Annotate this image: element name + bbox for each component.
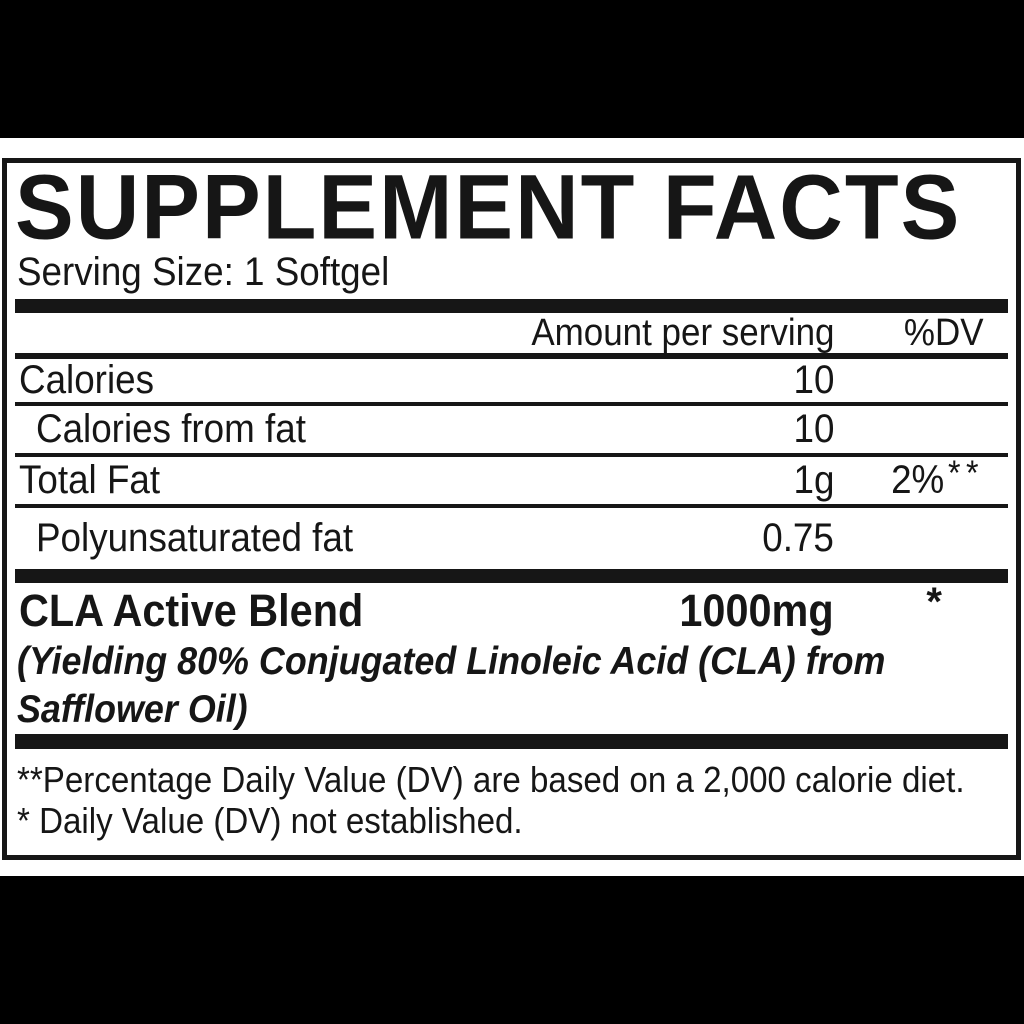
column-header-amount: Amount per serving <box>530 311 834 354</box>
blend-description-line-1: (Yielding 80% Conjugated Linoleic Acid (… <box>17 640 886 683</box>
row-dv: 2% ** <box>891 454 984 502</box>
column-header-amount-cell: Amount per serving <box>474 312 834 355</box>
row-amount: 0.75 <box>762 516 834 560</box>
nutrient-row-total-fat: Total Fat 1g 2% ** <box>15 454 1008 508</box>
footnote-not-established: * Daily Value (DV) not established. <box>17 800 523 841</box>
row-dv <box>980 516 984 561</box>
blend-description: (Yielding 80% Conjugated Linoleic Acid (… <box>15 638 1008 734</box>
row-name-cell: Total Fat <box>19 458 474 503</box>
supplement-facts-panel: SUPPLEMENT FACTS Serving Size: 1 Softgel… <box>2 158 1021 860</box>
blend-name: CLA Active Blend <box>19 584 364 636</box>
separator-bar-middle <box>15 569 1008 583</box>
row-amount: 1g <box>793 458 834 502</box>
row-dv-cell: 2% ** <box>834 454 984 503</box>
blend-amount-cell: 1000mg <box>474 585 834 637</box>
row-amount-cell: 10 <box>474 407 834 452</box>
blend-asterisk: * <box>926 580 942 624</box>
row-amount-cell: 10 <box>474 358 834 403</box>
footnotes: **Percentage Daily Value (DV) are based … <box>15 759 1008 841</box>
footnote-daily-value: **Percentage Daily Value (DV) are based … <box>17 759 965 800</box>
row-amount-cell: 1g <box>474 458 834 503</box>
row-name-cell: Polyunsaturated fat <box>19 516 474 561</box>
blend-row: CLA Active Blend 1000mg * <box>15 580 1008 638</box>
blend-amount: 1000mg <box>679 584 834 636</box>
row-amount-cell: 0.75 <box>474 516 834 561</box>
serving-size-text: Serving Size: 1 Softgel <box>17 250 390 294</box>
nutrient-row-polyunsaturated-fat: Polyunsaturated fat 0.75 <box>15 508 1008 569</box>
column-header-dv-cell: %DV <box>834 312 984 355</box>
blend-name-cell: CLA Active Blend <box>19 585 474 637</box>
column-header-row: Amount per serving %DV <box>15 312 1008 359</box>
row-name: Calories from fat <box>36 407 306 451</box>
panel-title: SUPPLEMENT FACTS <box>15 158 962 259</box>
column-header-dv: %DV <box>904 311 984 354</box>
nutrient-row-calories: Calories 10 <box>15 358 1008 406</box>
nutrient-row-calories-from-fat: Calories from fat 10 <box>15 406 1008 457</box>
separator-bar-bottom <box>15 734 1008 749</box>
blend-dv-cell: * <box>834 580 984 633</box>
row-name-cell: Calories <box>19 358 474 403</box>
row-name: Polyunsaturated fat <box>36 516 354 560</box>
row-dv <box>980 358 984 403</box>
dv-asterisks: ** <box>947 454 984 493</box>
row-dv <box>980 407 984 452</box>
row-amount: 10 <box>793 358 834 402</box>
row-name: Calories <box>19 358 154 402</box>
row-name: Total Fat <box>19 458 161 502</box>
row-amount: 10 <box>793 407 834 451</box>
row-dv-cell <box>834 516 984 561</box>
row-dv-cell <box>834 407 984 452</box>
blend-description-line-2: Safflower Oil) <box>17 688 248 731</box>
separator-bar-top <box>15 299 1008 313</box>
row-name-cell: Calories from fat <box>19 407 474 452</box>
label-paper: SUPPLEMENT FACTS Serving Size: 1 Softgel… <box>0 138 1024 876</box>
row-dv-cell <box>834 358 984 403</box>
serving-size: Serving Size: 1 Softgel <box>17 251 1008 293</box>
